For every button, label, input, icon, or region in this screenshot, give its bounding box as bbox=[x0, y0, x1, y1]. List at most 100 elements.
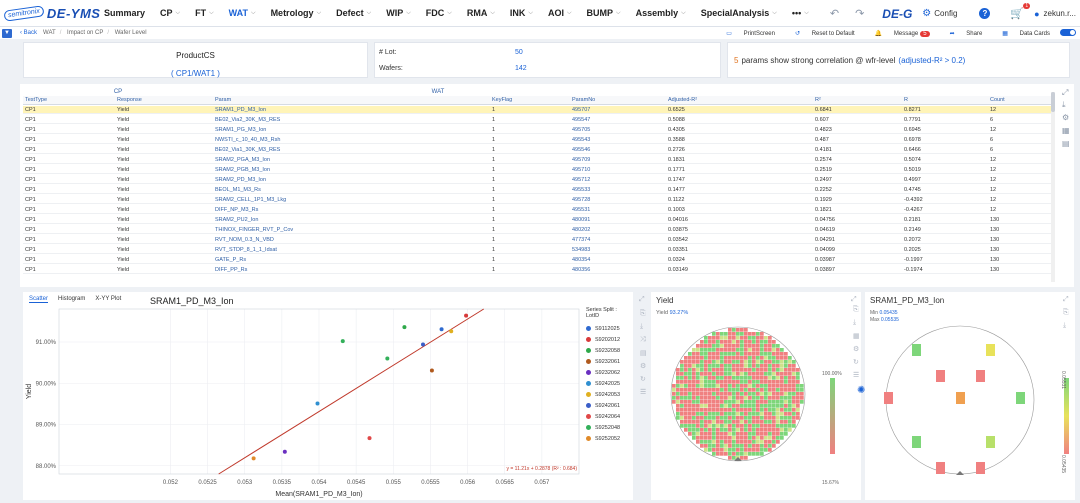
table-cell[interactable]: SRAM2_PU2_Ion bbox=[215, 217, 259, 223]
table-cell[interactable]: RVT_NOM_0.3_N_VBD bbox=[215, 237, 274, 243]
breadcrumb-item[interactable]: Impact on CP bbox=[67, 30, 104, 36]
column-header[interactable]: Adjusted-R² bbox=[668, 97, 698, 103]
table-row[interactable]: CP1 Yield SRAM2_PGA_M3_Ion 1 495709 0.1831 0.2… bbox=[23, 156, 1051, 164]
nav-item-1[interactable]: CP ⌵ bbox=[160, 8, 180, 18]
undo-icon[interactable]: ↶ bbox=[829, 8, 840, 20]
filter-icon[interactable]: ▼ bbox=[2, 28, 12, 38]
table-row[interactable]: CP1 Yield SRAM2_PU2_Ion 1 480091 0.04016 0.047… bbox=[23, 216, 1051, 224]
lot-value[interactable]: 50 bbox=[515, 49, 523, 56]
nav-item-13[interactable]: SpecialAnalysis ⌵ bbox=[701, 8, 777, 18]
redo-icon[interactable]: ↷ bbox=[855, 8, 865, 20]
shuffle-icon[interactable]: ⤨ bbox=[640, 336, 646, 343]
table-row[interactable]: CP1 Yield NWSTI_c_10_40_M3_Rsh 1 495543 0.358… bbox=[23, 136, 1051, 144]
list-icon[interactable]: ☰ bbox=[640, 389, 647, 396]
tab-histogram[interactable]: Histogram bbox=[58, 296, 86, 302]
data-point[interactable] bbox=[449, 329, 454, 334]
column-header[interactable]: Response bbox=[117, 97, 142, 103]
nav-item-10[interactable]: AOI ⌵ bbox=[548, 8, 572, 18]
message-button[interactable]: 🔔 Message 5 bbox=[865, 30, 930, 37]
column-header[interactable]: Param bbox=[215, 97, 232, 103]
nav-item-9[interactable]: INK ⌵ bbox=[510, 8, 533, 18]
site-cell[interactable] bbox=[956, 392, 965, 404]
legend-item[interactable]: S9202012 bbox=[586, 334, 634, 345]
share-button[interactable]: ➦ Share bbox=[949, 30, 983, 37]
table-row[interactable]: CP1 Yield BEOL_M1_M3_Rs 1 495533 0.1477 0.2252… bbox=[23, 186, 1051, 194]
tab-scatter[interactable]: Scatter bbox=[29, 296, 49, 303]
scrollbar-thumb[interactable] bbox=[1051, 92, 1055, 112]
param-wafer-map[interactable] bbox=[870, 322, 1050, 486]
settings-icon[interactable]: ⚙ bbox=[853, 346, 860, 353]
download-icon[interactable]: ⤓ bbox=[1063, 322, 1067, 329]
legend-item[interactable]: S9232061 bbox=[586, 356, 634, 367]
copy-icon[interactable]: ⎘ bbox=[1063, 309, 1069, 316]
column-header[interactable]: Count bbox=[990, 97, 1005, 103]
copy-icon[interactable]: ⎘ bbox=[853, 306, 859, 313]
copy-icon[interactable]: ⎘ bbox=[640, 310, 646, 317]
print-screen-button[interactable]: ▭ PrintScreen bbox=[726, 30, 775, 37]
table-cell[interactable]: THINOX_FINGER_RVT_P_Cov bbox=[215, 227, 294, 233]
column-header[interactable]: R bbox=[904, 97, 908, 103]
grid-icon[interactable]: ▦ bbox=[853, 333, 860, 340]
cart-icon[interactable]: 🛒 1 bbox=[1010, 3, 1031, 20]
data-point[interactable] bbox=[464, 313, 469, 318]
expand-icon[interactable]: ⤢ bbox=[851, 296, 857, 303]
table-row[interactable]: CP1 Yield RVT_NOM_0.3_N_VBD 1 477374 0.03542 0… bbox=[23, 236, 1051, 244]
table-cell[interactable]: BEOL_M1_M3_Rs bbox=[215, 187, 261, 193]
table-cell[interactable]: BE02_Via1_30K_M3_RES bbox=[215, 147, 281, 153]
column-header[interactable]: ParamNo bbox=[572, 97, 596, 103]
expand-icon[interactable]: ⤢ bbox=[1063, 296, 1069, 303]
table-row[interactable]: CP1 Yield GATE_P_Rs 1 480354 0.0324 0.03987 -0.… bbox=[23, 256, 1051, 264]
download-icon[interactable]: ⤓ bbox=[640, 323, 644, 330]
table-row[interactable]: CP1 Yield DIFF_PP_Rs 1 480356 0.03149 0.03897 -… bbox=[23, 266, 1051, 274]
site-cell[interactable] bbox=[1016, 392, 1025, 404]
data-point[interactable] bbox=[367, 436, 372, 441]
download-icon[interactable]: ⤓ bbox=[1062, 100, 1066, 109]
legend-item[interactable]: S9242053 bbox=[586, 389, 634, 400]
data-point[interactable] bbox=[402, 325, 407, 330]
table-cell[interactable]: SRAM2_PGA_M3_Ion bbox=[215, 157, 271, 163]
column-header[interactable]: TestType bbox=[25, 97, 48, 103]
nav-item-5[interactable]: Defect ⌵ bbox=[336, 8, 371, 18]
site-cell[interactable] bbox=[986, 344, 995, 356]
nav-item-12[interactable]: Assembly ⌵ bbox=[636, 8, 686, 18]
table-cell[interactable]: SRAM2_PGB_M3_Ion bbox=[215, 167, 271, 173]
data-point[interactable] bbox=[251, 456, 256, 461]
table-row[interactable]: CP1 Yield RVT_STDP_8_1_1_Idsat 1 534983 0.033… bbox=[23, 246, 1051, 254]
expand-icon[interactable]: ⤢ bbox=[1062, 88, 1069, 97]
nav-item-2[interactable]: FT ⌵ bbox=[195, 8, 214, 18]
site-cell[interactable] bbox=[976, 462, 985, 474]
nav-item-3[interactable]: WAT ⌵ bbox=[229, 8, 256, 18]
table-row[interactable]: CP1 Yield THINOX_FINGER_RVT_P_Cov 1 480202 0.… bbox=[23, 226, 1051, 234]
user-menu[interactable]: ● zekun.r... bbox=[1034, 8, 1076, 19]
legend-item[interactable]: S9252052 bbox=[586, 433, 634, 444]
table-cell[interactable]: BE02_Via2_30K_M3_RES bbox=[215, 117, 281, 123]
table-cell[interactable]: DIFF_NP_M3_Rs bbox=[215, 207, 259, 213]
table-row[interactable]: CP1 Yield DIFF_NP_M3_Rs 1 495531 0.1003 0.1821… bbox=[23, 206, 1051, 214]
settings-icon[interactable]: ⚙ bbox=[1062, 113, 1070, 122]
table-row[interactable]: CP1 Yield SRAM1_PG_M3_Ion 1 495705 0.4305 0.48… bbox=[23, 126, 1051, 134]
breadcrumb-item[interactable]: WAT bbox=[43, 30, 56, 36]
data-point[interactable] bbox=[315, 401, 320, 406]
legend-item[interactable]: S9252048 bbox=[586, 422, 634, 433]
data-point[interactable] bbox=[421, 342, 425, 347]
help-button[interactable]: ? bbox=[979, 8, 991, 19]
table-cell[interactable]: RVT_STDP_8_1_1_Idsat bbox=[215, 247, 277, 253]
settings-icon[interactable]: ⚙ bbox=[640, 363, 647, 370]
table-row[interactable]: CP1 Yield SRAM1_PD_M3_Ion 1 495707 0.6525 0.68… bbox=[23, 106, 1051, 114]
legend-item[interactable]: S9112025 bbox=[586, 323, 634, 334]
legend-item[interactable]: S9232062 bbox=[586, 367, 634, 378]
data-point[interactable] bbox=[340, 339, 345, 344]
grid-icon[interactable]: ▦ bbox=[1062, 126, 1070, 135]
table-cell[interactable]: SRAM2_CELL_1P1_M3_Lkg bbox=[215, 197, 287, 203]
wafer-value[interactable]: 142 bbox=[515, 65, 527, 72]
nav-item-11[interactable]: BUMP ⌵ bbox=[587, 8, 621, 18]
legend-item[interactable]: S9232058 bbox=[586, 345, 634, 356]
filter-panel-icon[interactable]: ▤ bbox=[1062, 139, 1070, 148]
de-g-switch[interactable]: DE-G bbox=[882, 6, 913, 21]
product-link[interactable]: ( CP1/WAT1 ) bbox=[171, 69, 220, 78]
back-link[interactable]: ‹ Back bbox=[20, 30, 38, 36]
refresh-icon[interactable]: ↻ bbox=[853, 359, 859, 366]
site-cell[interactable] bbox=[936, 370, 945, 382]
nav-item-7[interactable]: FDC ⌵ bbox=[426, 8, 452, 18]
nav-item-6[interactable]: WIP ⌵ bbox=[386, 8, 411, 18]
